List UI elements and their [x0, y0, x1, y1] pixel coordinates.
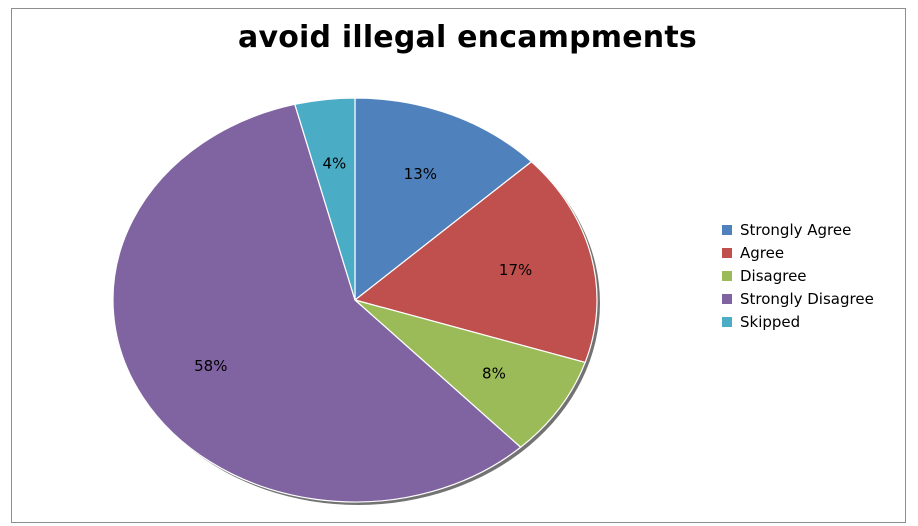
legend-item-strongly-agree: Strongly Agree: [722, 218, 874, 241]
legend-swatch: [722, 317, 732, 328]
pie-slice-strongly-agree: [354, 97, 533, 302]
pie-slice-skipped: [294, 97, 356, 301]
legend-swatch: [722, 224, 732, 235]
legend-item-agree: Agree: [722, 241, 874, 264]
slice-label-disagree: 8%: [482, 365, 506, 383]
legend-label: Disagree: [740, 266, 807, 285]
legend-swatch: [722, 270, 732, 281]
chart-title: avoid illegal encampments: [238, 20, 697, 55]
legend-label: Strongly Agree: [740, 220, 852, 239]
legend-label: Strongly Disagree: [740, 290, 874, 309]
legend-item-disagree: Disagree: [722, 264, 874, 287]
pie-slice-strongly-disagree: [112, 103, 522, 503]
pie-slice-agree: [353, 160, 598, 364]
slice-label-strongly-agree: 13%: [404, 165, 437, 183]
legend-swatch: [722, 294, 732, 305]
legend: Strongly Agree Agree Disagree Strongly Disa…: [722, 218, 874, 334]
legend-swatch: [722, 247, 732, 258]
legend-label: Agree: [740, 243, 785, 262]
pie-slice-disagree: [354, 299, 586, 449]
slice-label-strongly-disagree: 58%: [194, 357, 227, 375]
slice-label-agree: 17%: [499, 261, 532, 279]
legend-label: Skipped: [740, 313, 801, 332]
legend-item-skipped: Skipped: [722, 311, 874, 334]
legend-item-strongly-disagree: Strongly Disagree: [722, 288, 874, 311]
slice-label-skipped: 4%: [322, 155, 346, 173]
